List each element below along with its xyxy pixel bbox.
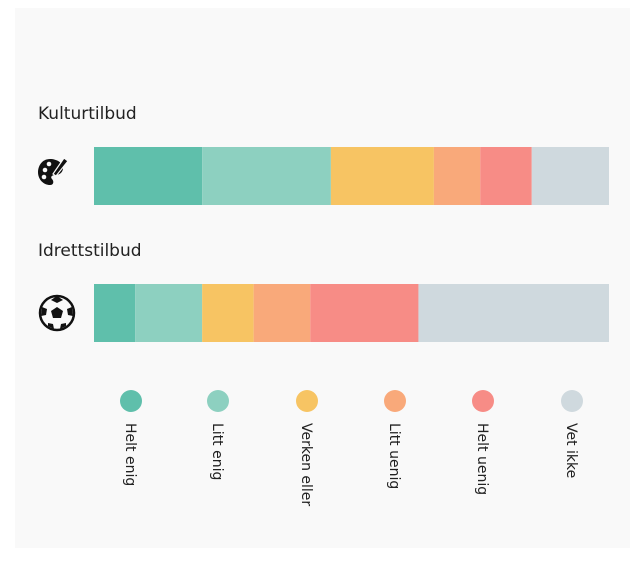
legend-label: Litt enig [209, 423, 225, 480]
legend-label: Helt uenig [474, 423, 490, 495]
legend-swatch [207, 390, 229, 412]
legend-swatch [384, 390, 406, 412]
category-label: Kulturtilbud [38, 104, 137, 124]
legend-label: Helt enig [122, 423, 138, 486]
bar-segment [433, 147, 481, 205]
bar-segment [135, 284, 203, 342]
legend-label: Litt uenig [386, 423, 402, 489]
legend-swatch [120, 390, 142, 412]
legend-swatch [296, 390, 318, 412]
bar-segment [310, 284, 419, 342]
bar-segment [94, 147, 203, 205]
category-label: Idrettstilbud [38, 241, 142, 261]
bar-segment [531, 147, 609, 205]
bar-segment [330, 147, 434, 205]
legend-label: Verken eller [298, 423, 314, 506]
palette-icon [38, 157, 69, 185]
bar-segment [202, 284, 254, 342]
panel [15, 8, 630, 548]
bar-segment [253, 284, 311, 342]
bar-segment [94, 284, 136, 342]
legend-swatch [561, 390, 583, 412]
bar-segment [202, 147, 331, 205]
ball-icon [38, 294, 76, 332]
bar-segment [418, 284, 609, 342]
legend-label: Vet ikke [563, 423, 579, 478]
legend-swatch [472, 390, 494, 412]
bar-segment [480, 147, 532, 205]
